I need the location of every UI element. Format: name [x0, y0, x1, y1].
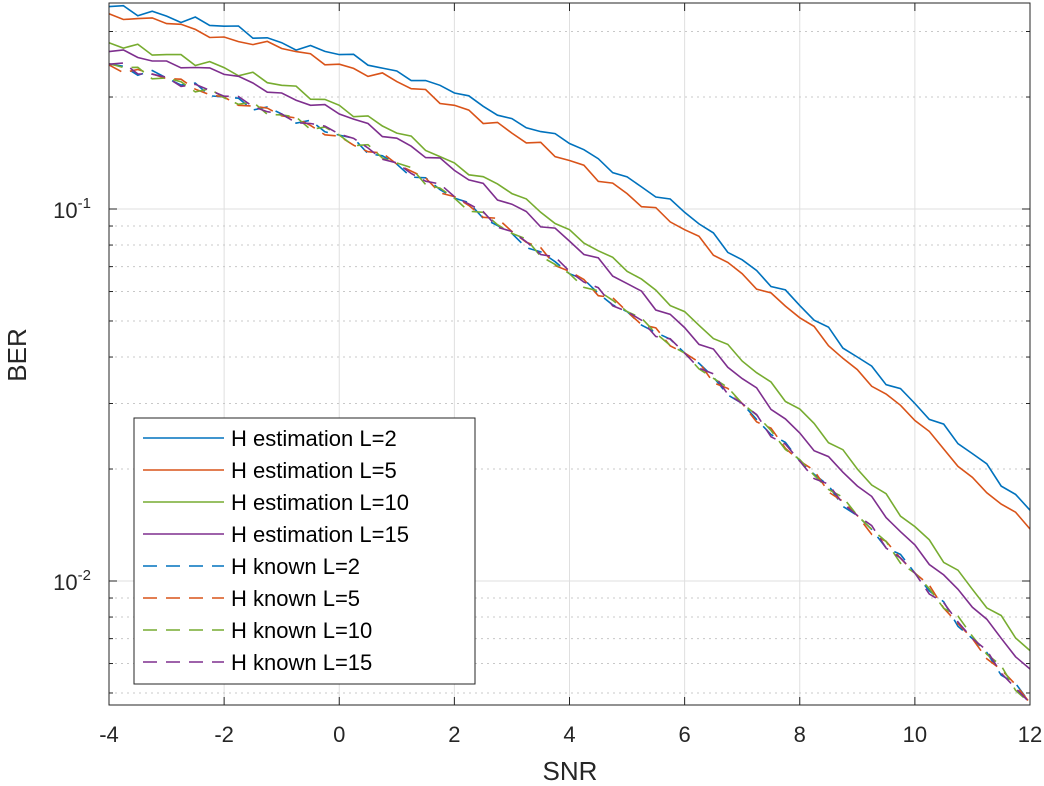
series-layer: [108, 4, 1031, 704]
legend-label: H known L=5: [231, 586, 360, 611]
x-tick-label: -2: [214, 722, 234, 747]
x-tick-label: 6: [679, 722, 691, 747]
x-tick-label: 2: [448, 722, 460, 747]
legend: H estimation L=2 H estimation L=5 H estima…: [133, 417, 476, 685]
y-axis-label: BER: [2, 328, 32, 381]
series-line: [108, 4, 1031, 511]
y-tick-labels: 10-1 10-2: [53, 195, 91, 595]
x-tick-label: 4: [563, 722, 575, 747]
legend-label: H known L=2: [231, 554, 360, 579]
series-line: [108, 12, 1031, 530]
x-tick-label: 0: [333, 722, 345, 747]
series-line: [108, 49, 1031, 670]
legend-label: H known L=15: [231, 650, 372, 675]
x-tick-label: 12: [1018, 722, 1042, 747]
x-tick-label: -4: [99, 722, 119, 747]
legend-label: H estimation L=2: [231, 426, 397, 451]
series-line: [108, 64, 1031, 704]
legend-label: H known L=10: [231, 618, 372, 643]
x-tick-label: 8: [794, 722, 806, 747]
series-line: [108, 62, 1031, 704]
y-tick-label: 10-1: [53, 195, 91, 223]
y-tick-label: 10-2: [53, 567, 91, 595]
series-line: [108, 41, 1031, 652]
legend-label: H estimation L=5: [231, 458, 397, 483]
ticks: [108, 3, 1031, 705]
legend-box: [133, 417, 476, 685]
legend-label: H estimation L=10: [231, 490, 409, 515]
x-tick-labels: -4 -2 0 2 4 6 8 10 12: [99, 722, 1042, 747]
x-tick-label: 10: [903, 722, 927, 747]
x-axis-label: SNR: [543, 756, 598, 786]
legend-label: H estimation L=15: [231, 522, 409, 547]
